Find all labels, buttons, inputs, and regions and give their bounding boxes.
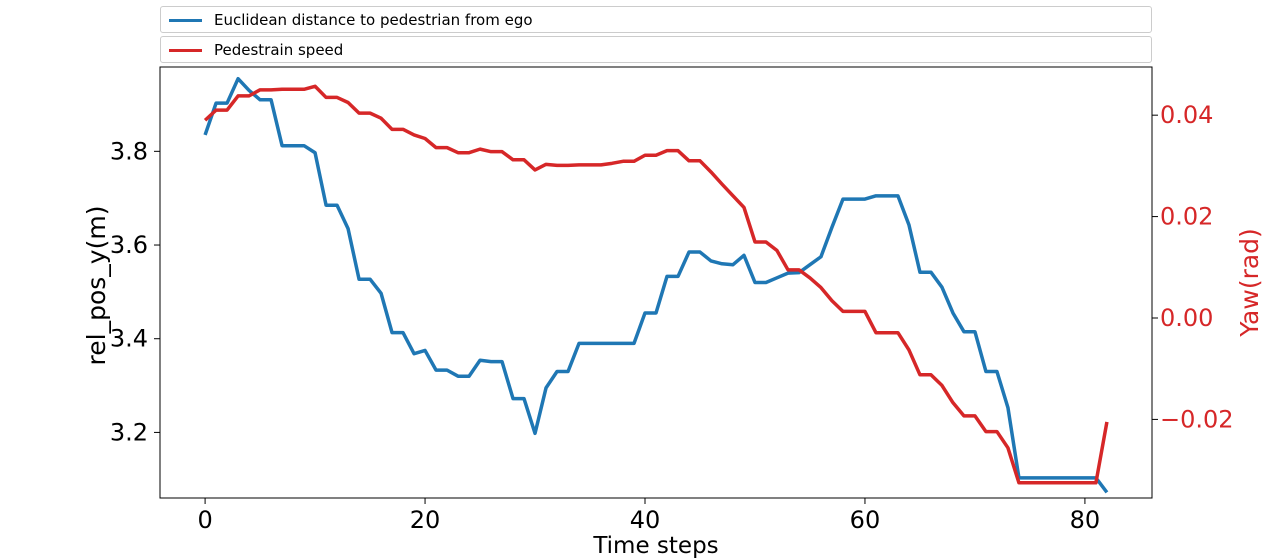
legend-entry-distance: Euclidean distance to pedestrian from eg… (160, 6, 1152, 33)
legend-label-speed: Pedestrain speed (214, 41, 344, 59)
y-right-tick-label: 0.02 (1160, 203, 1213, 231)
y-right-tick-label: 0.04 (1160, 101, 1213, 129)
series-line-distance (203, 76, 1109, 494)
legend-entry-speed: Pedestrain speed (160, 36, 1152, 63)
legend-label-distance: Euclidean distance to pedestrian from eg… (214, 11, 533, 29)
y-right-axis-title: Yaw(rad) (1235, 228, 1264, 338)
series-line-speed (203, 84, 1109, 485)
x-tick-label: 60 (850, 506, 881, 534)
y-left-tick-label: 3.8 (110, 137, 148, 165)
y-right-tick-label: 0.00 (1160, 304, 1213, 332)
x-tick-label: 40 (630, 506, 661, 534)
y-left-tick-label: 3.6 (110, 231, 148, 259)
x-tick-label: 0 (197, 506, 212, 534)
y-right-tick-label: −0.02 (1160, 405, 1234, 433)
x-axis-title: Time steps (592, 533, 718, 559)
plot-frame (159, 66, 1153, 499)
x-tick-label: 80 (1070, 506, 1101, 534)
y-left-tick-label: 3.4 (110, 325, 148, 353)
y-left-tick-label: 3.2 (110, 418, 148, 446)
legend-swatch-distance (169, 19, 202, 22)
y-left-axis-title: rel_pos_y(m) (82, 206, 111, 366)
legend-swatch-speed (169, 49, 202, 52)
x-tick-label: 20 (410, 506, 441, 534)
